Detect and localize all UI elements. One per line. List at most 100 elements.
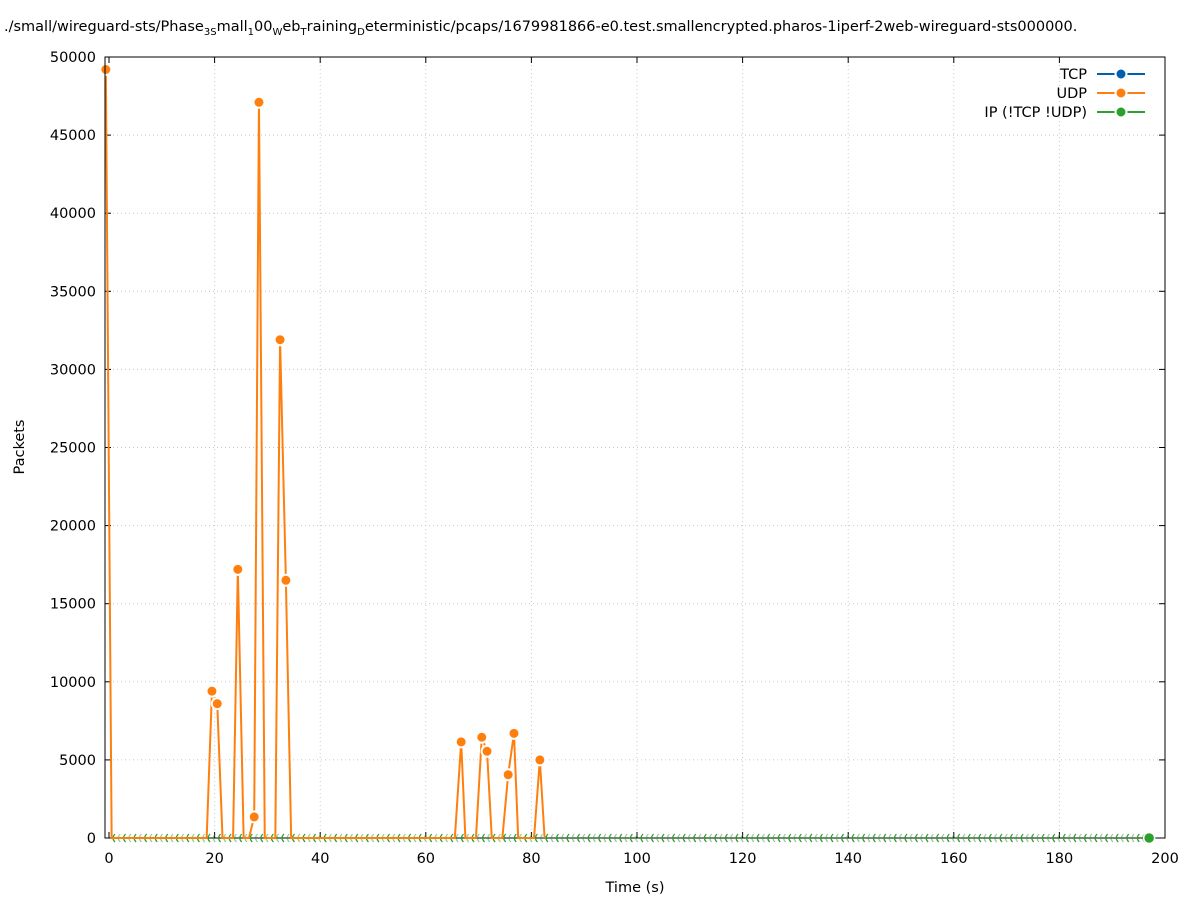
x-tick-label: 100	[623, 851, 651, 867]
ip-point	[645, 833, 649, 843]
udp-point	[533, 753, 547, 767]
ip-point	[1015, 833, 1019, 843]
ip-point	[978, 833, 982, 843]
ip-point	[957, 833, 961, 843]
ip-point	[582, 833, 586, 843]
title-part: ./small/wireguard-sts/Phase	[4, 19, 204, 35]
ip-point	[830, 833, 834, 843]
ip-point	[735, 833, 739, 843]
ip-point	[1036, 833, 1040, 843]
ip-point	[819, 833, 823, 843]
udp-point	[501, 768, 515, 782]
y-tick-label: 20000	[50, 519, 96, 535]
ip-point	[260, 833, 264, 843]
ip-point	[460, 833, 464, 843]
x-tick-label: 0	[104, 851, 113, 867]
ip-point	[804, 833, 808, 843]
ip-point	[1083, 833, 1087, 843]
ip-point	[788, 833, 792, 843]
ip-point	[920, 833, 924, 843]
x-tick-label: 200	[1151, 851, 1179, 867]
ip-point	[814, 833, 818, 843]
ip-point	[1105, 833, 1109, 843]
ip-point	[841, 833, 845, 843]
title-part: eb	[282, 19, 301, 35]
udp-point	[210, 697, 224, 711]
ip-point	[946, 833, 950, 843]
ip-point	[994, 833, 998, 843]
legend-label-udp: UDP	[1056, 86, 1087, 102]
ip-point	[561, 833, 565, 843]
ip-point	[883, 833, 887, 843]
title-part: mall	[216, 19, 248, 35]
title-part: D	[357, 27, 365, 38]
y-tick-label: 30000	[50, 362, 96, 378]
ip-point	[687, 833, 691, 843]
ip-point	[1136, 833, 1140, 843]
ip-point	[909, 833, 913, 843]
ip-point	[967, 833, 971, 843]
ip-point	[835, 833, 839, 843]
ip-point	[212, 833, 216, 843]
ip-point	[904, 833, 908, 843]
ip-point	[703, 833, 707, 843]
ip-point	[1068, 833, 1072, 843]
ip-point	[1120, 833, 1124, 843]
udp-point	[231, 562, 245, 576]
ip-point	[941, 833, 945, 843]
ip-point	[878, 833, 882, 843]
ip-point	[872, 833, 876, 843]
ip-point	[693, 833, 697, 843]
ip-point	[719, 833, 723, 843]
ip-point	[476, 833, 480, 843]
legend-label-ip-tcp-udp-: IP (!TCP !UDP)	[984, 105, 1087, 121]
ip-point	[503, 833, 507, 843]
ip-point	[614, 833, 618, 843]
ip-point	[545, 833, 549, 843]
ip-point	[603, 833, 607, 843]
udp-point	[273, 333, 287, 347]
ip-point	[281, 833, 285, 843]
y-axis-label: Packets	[12, 420, 28, 475]
ip-point	[1089, 833, 1093, 843]
ip-point	[571, 833, 575, 843]
ip-point	[740, 833, 744, 843]
ip-point	[767, 833, 771, 843]
ip-point	[777, 833, 781, 843]
ip-point	[893, 833, 897, 843]
udp-point	[507, 726, 521, 740]
ip-point	[730, 833, 734, 843]
ip-point	[592, 833, 596, 843]
ip-point	[1099, 833, 1103, 843]
ip-point	[973, 833, 977, 843]
udp-point	[475, 730, 489, 744]
ip-point	[218, 833, 222, 843]
ip-point	[983, 833, 987, 843]
legend-marker	[1114, 86, 1128, 100]
ip-point	[1115, 833, 1119, 843]
ip-point	[513, 833, 517, 843]
ip-point	[254, 833, 259, 843]
ip-point	[825, 833, 829, 843]
y-tick-label: 0	[87, 831, 96, 847]
y-tick-label: 40000	[50, 206, 96, 222]
x-tick-label: 60	[417, 851, 435, 867]
y-tick-label: 5000	[59, 753, 96, 769]
ip-point	[1094, 833, 1098, 843]
y-tick-label: 35000	[50, 284, 96, 300]
y-tick-label: 45000	[50, 128, 96, 144]
ip-point	[793, 833, 797, 843]
ip-point	[846, 833, 850, 843]
ip-point	[577, 833, 581, 843]
ip-point	[951, 833, 955, 843]
ip-point	[249, 833, 253, 843]
ip-point	[619, 833, 623, 843]
ip-point	[598, 833, 602, 843]
ip-point	[999, 833, 1003, 843]
ip-point	[746, 833, 750, 843]
ip-point	[1057, 833, 1061, 843]
legend-label-tcp: TCP	[1059, 67, 1087, 83]
x-tick-label: 40	[311, 851, 329, 867]
ip-point	[751, 833, 755, 843]
